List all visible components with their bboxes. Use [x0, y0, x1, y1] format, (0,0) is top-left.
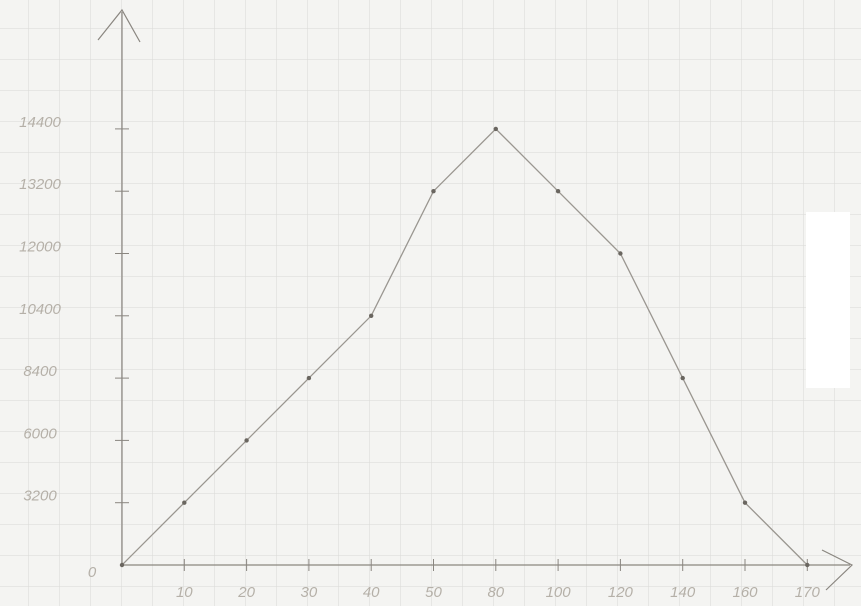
y-tick-label: 12000	[19, 238, 61, 255]
data-point	[244, 438, 248, 442]
data-point	[681, 376, 685, 380]
data-point	[120, 563, 124, 567]
x-tick-label: 100	[546, 584, 572, 601]
data-point	[618, 251, 622, 255]
grid-paper	[0, 0, 861, 606]
y-tick-label: 10400	[19, 301, 61, 318]
x-tick-label: 80	[487, 584, 504, 601]
data-point	[556, 189, 560, 193]
data-point	[494, 127, 498, 131]
data-point	[431, 189, 435, 193]
y-tick-label: 3200	[23, 488, 57, 505]
page: {"chart_data": {"type": "line", "x": [0,…	[0, 0, 861, 606]
x-tick-label: 40	[363, 584, 380, 601]
data-point	[805, 563, 809, 567]
y-tick-label: 8400	[23, 363, 57, 380]
x-tick-label: 30	[301, 584, 318, 601]
data-point	[369, 314, 373, 318]
y-tick-label: 14400	[19, 114, 61, 131]
x-tick-label: 120	[608, 584, 634, 601]
y-tick-label: 0	[88, 564, 97, 581]
y-tick-label: 6000	[23, 425, 57, 442]
y-tick-label: 13200	[19, 176, 61, 193]
data-point	[182, 501, 186, 505]
white-patch	[806, 212, 850, 388]
x-tick-label: 50	[425, 584, 442, 601]
x-tick-label: 160	[732, 584, 758, 601]
x-tick-label: 10	[176, 584, 193, 601]
x-tick-label: 170	[795, 584, 821, 601]
x-tick-label: 140	[670, 584, 696, 601]
data-point	[307, 376, 311, 380]
data-point	[743, 501, 747, 505]
x-tick-label: 20	[237, 584, 255, 601]
chart: 0 3200 6000 8400 10400 12000 13200 14400 10 20 30 4…	[0, 0, 861, 606]
